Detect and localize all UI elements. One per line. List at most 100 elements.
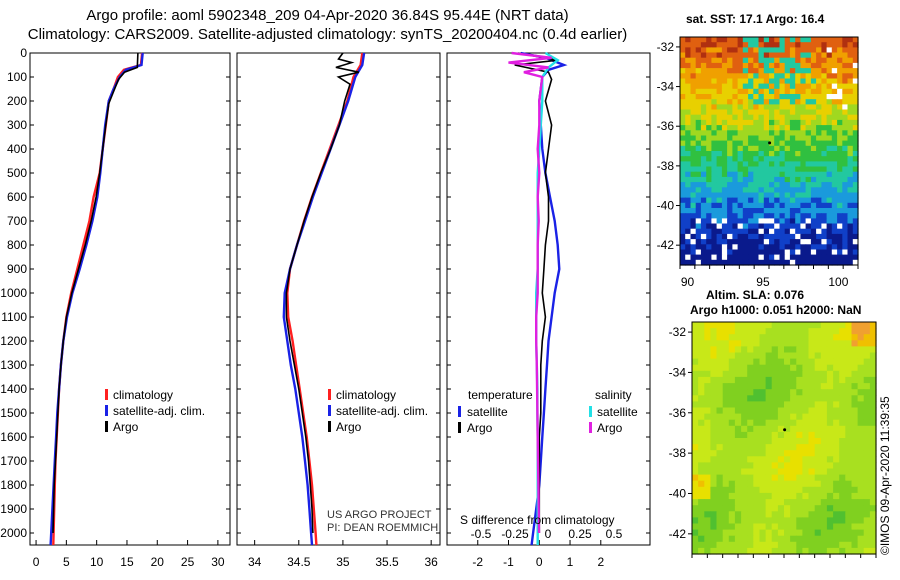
sst-map-cell	[810, 94, 817, 100]
sst-map-cell	[742, 99, 749, 105]
sla-map-cell	[826, 370, 834, 378]
sla-map-cell	[796, 450, 803, 457]
sla-map-cell	[753, 431, 760, 439]
sst-map-cell	[721, 99, 728, 105]
sst-map-cell	[732, 114, 739, 121]
sst-map-cell	[805, 68, 812, 74]
sst-map-cell	[784, 166, 791, 173]
sst-map-cell	[810, 254, 817, 261]
sla-map-cell	[722, 541, 730, 549]
sla-map-cell	[839, 499, 846, 506]
salinity-diff-tick-label: 0.25	[568, 527, 592, 541]
sst-map-cell	[774, 249, 780, 256]
sst-map-cell	[711, 62, 718, 69]
sla-map-cell	[863, 364, 871, 372]
sla-map-cell	[820, 346, 828, 354]
sla-map-cell	[710, 480, 718, 488]
sla-map-cell	[857, 438, 865, 445]
sla-map-cell	[692, 413, 699, 421]
sst-map-cell	[837, 156, 843, 162]
sst-map-cell	[685, 218, 691, 225]
sla-map-cell	[833, 529, 840, 537]
sst-map-cell	[774, 223, 780, 230]
sst-map-cell	[763, 42, 770, 48]
sst-map-cell	[847, 130, 854, 137]
sst-map-cell	[716, 228, 723, 235]
sla-map-cell	[808, 486, 816, 494]
sst-map-cell	[732, 208, 739, 214]
sst-map-argo-marker	[768, 141, 772, 145]
sst-map-cell	[847, 140, 854, 147]
sst-map-cell	[816, 244, 822, 251]
sst-map-cell	[727, 119, 733, 126]
sst-map-cell	[690, 176, 697, 183]
sla-map-cell	[728, 346, 736, 354]
sst-map-cell	[732, 68, 739, 74]
sst-map-cell	[800, 68, 807, 74]
sst-map-cell	[847, 88, 854, 95]
sst-map-cell	[821, 73, 828, 80]
sla-map-cell	[728, 492, 736, 500]
sst-map-cell	[732, 254, 739, 261]
sla-map-cell	[796, 401, 803, 409]
sst-map-cell	[774, 37, 780, 43]
sst-map-cell	[842, 223, 849, 230]
sst-map-cell	[753, 161, 760, 168]
sst-map-cell	[763, 202, 770, 209]
sla-map-cell	[741, 401, 748, 409]
sst-map-cell	[737, 223, 744, 230]
sst-map-cell	[695, 213, 702, 219]
sst-map-cell	[685, 254, 691, 261]
sst-map-cell	[826, 187, 833, 194]
sst-map-cell	[763, 239, 770, 245]
sla-map-cell	[741, 474, 748, 482]
sst-map-cell	[742, 151, 749, 157]
sla-map-cell	[802, 444, 810, 451]
sla-map-cell	[771, 450, 779, 457]
sst-map-cell	[716, 192, 723, 199]
sst-map-cell	[711, 166, 718, 173]
sla-map-cell	[851, 364, 859, 372]
sla-map-cell	[765, 413, 773, 421]
sst-map-cell	[774, 176, 780, 183]
sla-map-cell	[814, 322, 822, 329]
sst-map-cell	[700, 78, 707, 85]
sst-map-cell	[816, 259, 822, 266]
sst-map-cell	[706, 114, 712, 121]
sst-map-cell	[748, 182, 754, 188]
sla-map-cell	[814, 364, 822, 372]
sla-map-cell	[845, 364, 852, 372]
sla-map-cell	[753, 535, 760, 543]
sla-map-cell	[790, 444, 797, 451]
sla-map-cell	[741, 535, 748, 543]
sst-map-cell	[700, 62, 707, 69]
sst-map-cell	[711, 57, 718, 64]
sla-map-cell	[814, 492, 822, 500]
sla-map-cell	[753, 413, 760, 421]
sst-map-cell	[821, 140, 828, 147]
sst-map-cell	[784, 197, 791, 204]
sla-map-cell	[863, 340, 871, 347]
sla-map-cell	[722, 486, 730, 494]
temperature-x-tick-label: 30	[211, 555, 225, 569]
sst-map-cell	[700, 130, 707, 137]
sla-map-cell	[869, 413, 877, 421]
sla-map-cell	[790, 352, 797, 360]
sst-map-cell	[810, 114, 817, 121]
sst-map-cell	[816, 135, 822, 142]
sst-map-cell	[837, 239, 843, 245]
sst-map-cell	[685, 42, 691, 48]
sla-map-cell	[857, 334, 865, 341]
sla-map-cell	[777, 505, 785, 512]
sla-map-cell	[741, 389, 748, 396]
sla-map-cell	[728, 450, 736, 457]
sst-map-cell	[795, 47, 801, 54]
sst-map-cell	[742, 176, 749, 183]
sla-map-cell	[826, 407, 834, 415]
sla-map-cell	[790, 450, 797, 457]
sst-map-cell	[800, 218, 807, 225]
sst-map-cell	[800, 94, 807, 100]
sst-map-cell	[680, 119, 686, 126]
sst-map-cell	[742, 104, 749, 111]
